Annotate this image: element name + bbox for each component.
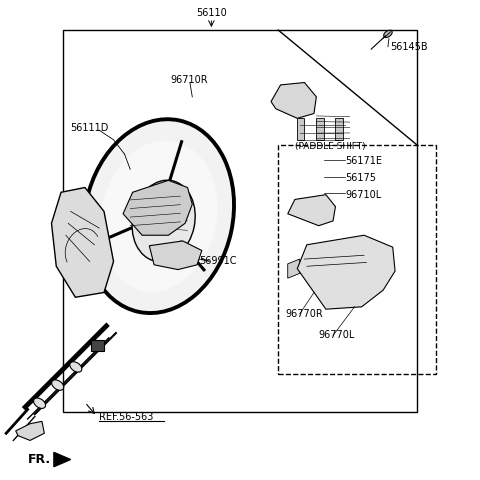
Ellipse shape (34, 398, 46, 408)
Text: 56175: 56175 (345, 173, 376, 183)
Ellipse shape (84, 119, 234, 313)
Text: 96710L: 96710L (345, 190, 381, 200)
Text: 96770L: 96770L (319, 330, 355, 340)
Bar (278, 144, 436, 373)
Polygon shape (336, 118, 343, 140)
Text: FR.: FR. (28, 453, 51, 466)
Bar (91, 340, 105, 351)
Text: REF.56-563: REF.56-563 (99, 411, 154, 421)
Polygon shape (54, 452, 71, 467)
Text: 56991C: 56991C (199, 256, 237, 266)
Ellipse shape (100, 141, 217, 292)
Polygon shape (288, 195, 336, 226)
Polygon shape (123, 180, 192, 235)
Text: 56111D: 56111D (71, 123, 109, 133)
Text: 96770R: 96770R (285, 309, 323, 319)
Text: (PADDLE SHIFT): (PADDLE SHIFT) (295, 143, 365, 152)
Bar (63, 30, 417, 412)
Polygon shape (51, 188, 114, 297)
Polygon shape (16, 421, 44, 441)
Text: 56110: 56110 (196, 8, 227, 18)
Polygon shape (149, 241, 202, 270)
Polygon shape (316, 118, 324, 140)
Ellipse shape (70, 362, 82, 372)
Polygon shape (271, 83, 316, 118)
Polygon shape (288, 259, 300, 278)
Text: 56171E: 56171E (345, 156, 382, 166)
Text: 56145B: 56145B (390, 42, 428, 52)
Polygon shape (297, 235, 395, 309)
Polygon shape (297, 118, 304, 140)
Text: 96710R: 96710R (171, 75, 208, 85)
Ellipse shape (52, 380, 64, 390)
Ellipse shape (384, 30, 392, 37)
Ellipse shape (132, 180, 195, 262)
